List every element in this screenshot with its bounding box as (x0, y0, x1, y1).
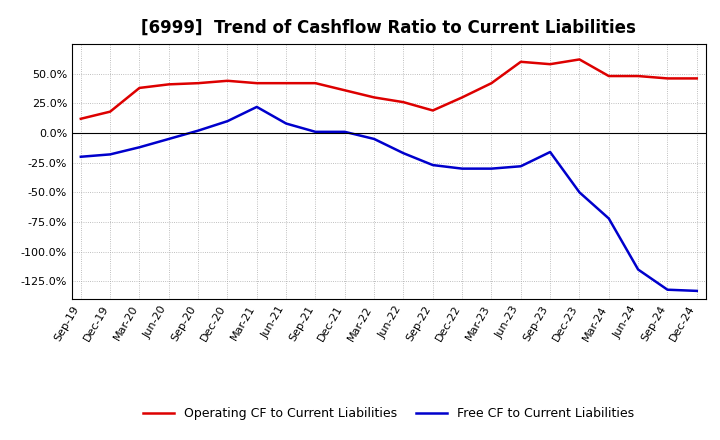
Operating CF to Current Liabilities (546, 62, 554, 67)
Free CF to Current Liabilities (370, 136, 379, 142)
Free CF to Current Liabilities (663, 287, 672, 292)
Operating CF to Current Liabilities (663, 76, 672, 81)
Free CF to Current Liabilities (106, 152, 114, 157)
Operating CF to Current Liabilities (223, 78, 232, 84)
Free CF to Current Liabilities (135, 145, 144, 150)
Free CF to Current Liabilities (546, 149, 554, 154)
Free CF to Current Liabilities (223, 118, 232, 124)
Free CF to Current Liabilities (458, 166, 467, 171)
Free CF to Current Liabilities (428, 162, 437, 168)
Operating CF to Current Liabilities (135, 85, 144, 91)
Free CF to Current Liabilities (399, 150, 408, 156)
Operating CF to Current Liabilities (693, 76, 701, 81)
Operating CF to Current Liabilities (194, 81, 202, 86)
Operating CF to Current Liabilities (341, 88, 349, 93)
Operating CF to Current Liabilities (634, 73, 642, 79)
Free CF to Current Liabilities (516, 164, 525, 169)
Free CF to Current Liabilities (605, 216, 613, 221)
Free CF to Current Liabilities (634, 267, 642, 272)
Operating CF to Current Liabilities (516, 59, 525, 64)
Operating CF to Current Liabilities (164, 82, 173, 87)
Free CF to Current Liabilities (487, 166, 496, 171)
Free CF to Current Liabilities (341, 129, 349, 135)
Legend: Operating CF to Current Liabilities, Free CF to Current Liabilities: Operating CF to Current Liabilities, Fre… (138, 403, 639, 425)
Free CF to Current Liabilities (693, 288, 701, 293)
Operating CF to Current Liabilities (458, 95, 467, 100)
Operating CF to Current Liabilities (575, 57, 584, 62)
Line: Free CF to Current Liabilities: Free CF to Current Liabilities (81, 107, 697, 291)
Operating CF to Current Liabilities (605, 73, 613, 79)
Operating CF to Current Liabilities (76, 116, 85, 121)
Operating CF to Current Liabilities (428, 108, 437, 113)
Operating CF to Current Liabilities (370, 95, 379, 100)
Operating CF to Current Liabilities (399, 99, 408, 105)
Operating CF to Current Liabilities (282, 81, 290, 86)
Free CF to Current Liabilities (76, 154, 85, 159)
Free CF to Current Liabilities (311, 129, 320, 135)
Operating CF to Current Liabilities (106, 109, 114, 114)
Free CF to Current Liabilities (194, 128, 202, 133)
Operating CF to Current Liabilities (487, 81, 496, 86)
Title: [6999]  Trend of Cashflow Ratio to Current Liabilities: [6999] Trend of Cashflow Ratio to Curren… (141, 19, 636, 37)
Operating CF to Current Liabilities (311, 81, 320, 86)
Free CF to Current Liabilities (282, 121, 290, 126)
Free CF to Current Liabilities (164, 136, 173, 142)
Line: Operating CF to Current Liabilities: Operating CF to Current Liabilities (81, 59, 697, 119)
Operating CF to Current Liabilities (253, 81, 261, 86)
Free CF to Current Liabilities (253, 104, 261, 110)
Free CF to Current Liabilities (575, 190, 584, 195)
